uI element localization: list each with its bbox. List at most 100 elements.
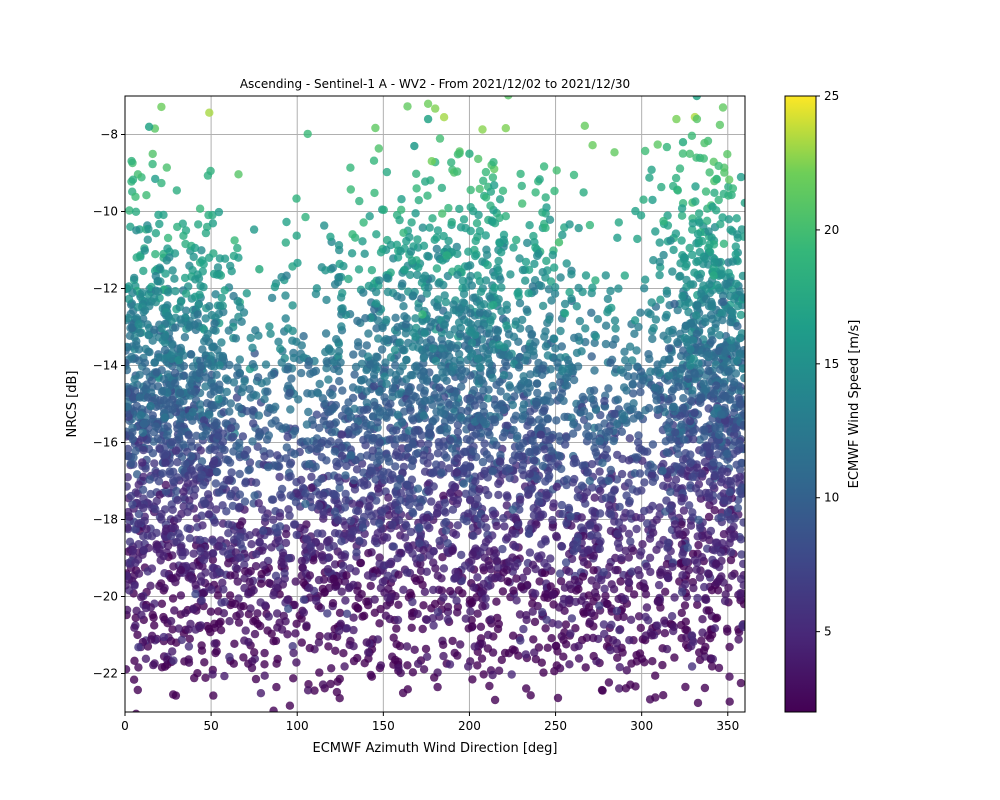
scatter-point — [704, 488, 714, 498]
scatter-point — [163, 311, 173, 321]
scatter-point — [680, 601, 690, 610]
scatter-point — [222, 387, 231, 397]
scatter-point — [202, 399, 212, 408]
scatter-point — [379, 467, 388, 476]
scatter-point — [324, 375, 333, 384]
scatter-point — [521, 257, 531, 267]
scatter-point — [394, 505, 403, 514]
scatter-point — [716, 220, 725, 229]
scatter-point — [721, 391, 730, 401]
scatter-point — [691, 182, 700, 191]
scatter-point — [154, 287, 163, 296]
scatter-point — [562, 259, 571, 268]
scatter-point — [200, 658, 209, 667]
scatter-point — [131, 207, 141, 216]
scatter-point — [380, 393, 389, 402]
scatter-point — [369, 370, 379, 379]
scatter-point — [705, 448, 715, 457]
scatter-point — [704, 227, 713, 236]
scatter-point — [590, 338, 599, 348]
scatter-point — [534, 249, 543, 258]
scatter-point — [691, 197, 700, 206]
scatter-point — [693, 532, 702, 541]
scatter-point — [498, 433, 508, 442]
scatter-point — [458, 276, 468, 286]
scatter-point — [705, 500, 714, 510]
scatter-point — [184, 471, 193, 480]
scatter-point — [672, 114, 681, 124]
scatter-point — [197, 470, 206, 479]
scatter-point — [587, 460, 597, 469]
scatter-point — [294, 395, 303, 404]
scatter-point — [550, 289, 560, 298]
scatter-point — [201, 373, 211, 382]
scatter-point — [143, 235, 152, 244]
scatter-point — [303, 437, 312, 446]
scatter-point — [435, 441, 444, 451]
scatter-point — [254, 411, 264, 420]
scatter-point — [330, 529, 340, 538]
scatter-point — [148, 610, 157, 620]
scatter-point — [161, 480, 170, 490]
scatter-point — [499, 235, 508, 245]
scatter-point — [423, 521, 432, 530]
scatter-point — [485, 329, 494, 338]
scatter-point — [561, 440, 570, 449]
scatter-point — [185, 634, 194, 643]
scatter-point — [704, 366, 713, 375]
scatter-point — [732, 214, 741, 223]
scatter-point — [688, 472, 697, 482]
scatter-point — [150, 459, 159, 468]
scatter-point — [555, 451, 564, 461]
scatter-point — [419, 411, 428, 420]
scatter-point — [402, 375, 411, 384]
scatter-point — [726, 336, 736, 345]
scatter-point — [204, 253, 214, 262]
scatter-point — [669, 402, 678, 412]
scatter-point — [253, 373, 263, 382]
scatter-point — [128, 434, 137, 444]
scatter-point — [210, 445, 220, 455]
scatter-point — [267, 293, 277, 303]
scatter-point — [553, 693, 563, 703]
scatter-point — [245, 458, 255, 467]
scatter-point — [717, 308, 726, 318]
scatter-point — [525, 221, 534, 230]
scatter-point — [695, 573, 705, 582]
scatter-point — [338, 386, 347, 395]
scatter-point — [651, 315, 661, 324]
scatter-point — [195, 204, 205, 213]
scatter-point — [446, 436, 455, 445]
scatter-point — [624, 478, 633, 487]
scatter-point — [138, 288, 147, 297]
scatter-point — [125, 409, 132, 418]
scatter-points — [125, 96, 745, 712]
scatter-point — [646, 310, 655, 319]
scatter-point — [700, 457, 710, 467]
scatter-point — [134, 509, 144, 519]
scatter-point — [138, 428, 147, 437]
scatter-point — [382, 167, 392, 177]
scatter-point — [273, 451, 282, 460]
scatter-point — [254, 432, 263, 441]
scatter-point — [125, 313, 133, 323]
scatter-point — [720, 168, 729, 177]
scatter-point — [562, 381, 572, 390]
scatter-point — [618, 414, 628, 424]
scatter-point — [466, 271, 475, 281]
scatter-point — [467, 487, 477, 497]
scatter-point — [718, 291, 728, 300]
scatter-point — [354, 385, 363, 394]
scatter-point — [662, 142, 672, 152]
scatter-point — [158, 469, 167, 478]
scatter-point — [327, 428, 337, 437]
scatter-point — [382, 273, 391, 283]
scatter-point — [221, 374, 231, 383]
scatter-point — [384, 457, 394, 466]
scatter-point — [546, 582, 555, 591]
scatter-point — [384, 493, 393, 502]
scatter-point — [613, 233, 622, 242]
scatter-point — [392, 624, 401, 633]
scatter-point — [349, 526, 358, 536]
scatter-point — [218, 351, 228, 361]
